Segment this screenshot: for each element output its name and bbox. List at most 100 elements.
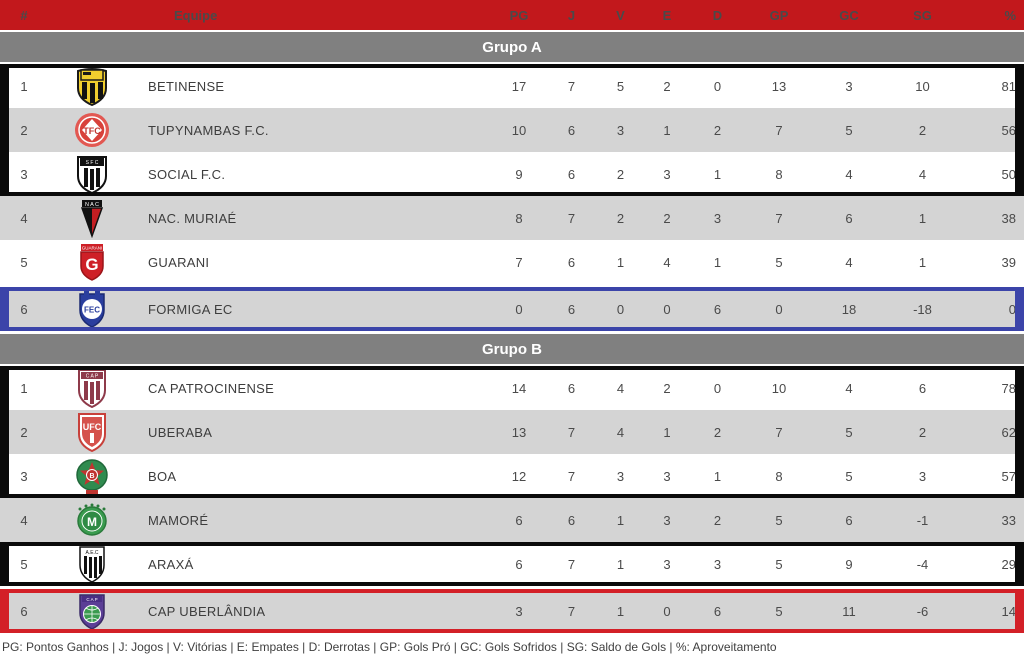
pct-cell: 0: [1008, 301, 1016, 317]
points-cell: 12: [511, 468, 527, 484]
goals-for-cell: 5: [775, 254, 783, 270]
position-cell: 3: [20, 468, 28, 484]
goals-for-cell: 7: [775, 122, 783, 138]
table-row: 6 C A P CAP UBERLÂNDIA 3 7 1 0 6 5 11 -6…: [0, 589, 1024, 633]
goal-diff-cell: -1: [916, 512, 929, 528]
goals-against-cell: 6: [845, 210, 853, 226]
goals-for-cell: 8: [775, 166, 783, 182]
team-name: CAP UBERLÂNDIA: [148, 603, 266, 619]
goals-against-cell: 5: [845, 122, 853, 138]
abbreviations-legend: PG: Pontos Ganhos | J: Jogos | V: Vitóri…: [0, 636, 1024, 654]
pct-cell: 29: [1001, 556, 1016, 572]
losses-cell: 2: [713, 122, 722, 138]
points-cell: 13: [511, 424, 527, 440]
points-cell: 6: [515, 556, 523, 572]
goals-for-cell: 10: [771, 380, 787, 396]
points-cell: 10: [511, 122, 527, 138]
draws-cell: 4: [663, 254, 671, 270]
points-cell: 17: [511, 78, 527, 94]
team-name: TUPYNAMBAS F.C.: [148, 122, 269, 138]
standings-column-header: # Equipe PG J V E D GP GC SG %: [0, 0, 1024, 30]
team-name: UBERABA: [148, 424, 213, 440]
wins-cell: 2: [616, 210, 625, 226]
points-cell: 14: [511, 380, 527, 396]
col-draws: E: [662, 7, 672, 23]
draws-cell: 2: [663, 210, 671, 226]
games-cell: 6: [567, 166, 576, 182]
goals-for-cell: 0: [775, 301, 783, 317]
points-cell: 0: [515, 301, 523, 317]
col-games: J: [567, 7, 576, 23]
svg-text:G: G: [85, 255, 98, 274]
wins-cell: 2: [616, 166, 625, 182]
group-a-highlighted-row: 6 FEC FORMIGA EC 0 6 0 0 6 0 18 -18 0: [0, 287, 1024, 331]
wins-cell: 1: [616, 254, 625, 270]
goal-diff-cell: 6: [918, 380, 927, 396]
goals-against-cell: 5: [845, 424, 853, 440]
losses-cell: 0: [713, 380, 722, 396]
pct-cell: 38: [1001, 210, 1016, 226]
losses-cell: 2: [713, 512, 722, 528]
draws-cell: 3: [663, 166, 671, 182]
games-cell: 7: [567, 424, 576, 440]
games-cell: 6: [567, 254, 576, 270]
goal-diff-cell: 2: [918, 122, 927, 138]
games-cell: 6: [567, 301, 576, 317]
table-row: 2 TFC TUPYNAMBAS F.C. 10 6 3 1 2 7 5 2 5…: [0, 108, 1024, 152]
table-row: 5 GUARANI G GUARANI 7 6 1 4 1 5 4 1 39: [0, 240, 1024, 284]
betinense-crest-icon: [48, 64, 136, 108]
pct-cell: 81: [1001, 78, 1016, 94]
group-b-row5-zone: 5 A.E.C ARAXÁ 6 7 1 3 3 5 9 -4 29: [0, 542, 1024, 586]
col-points: PG: [509, 7, 529, 23]
goals-against-cell: 5: [845, 468, 853, 484]
games-cell: 7: [567, 603, 576, 619]
goals-against-cell: 18: [841, 301, 857, 317]
draws-cell: 1: [663, 424, 671, 440]
pct-cell: 78: [1001, 380, 1016, 396]
draws-cell: 3: [663, 512, 671, 528]
col-position: #: [20, 7, 28, 23]
goal-diff-cell: -18: [913, 301, 932, 317]
svg-text:S F C: S F C: [86, 160, 99, 166]
goal-diff-cell: 1: [918, 210, 927, 226]
position-cell: 1: [20, 78, 28, 94]
team-name: CA PATROCINENSE: [148, 380, 275, 396]
svg-text:FEC: FEC: [84, 306, 100, 315]
goals-against-cell: 4: [845, 380, 853, 396]
goal-diff-cell: 10: [915, 78, 930, 94]
svg-text:UFC: UFC: [83, 422, 102, 432]
points-cell: 8: [515, 210, 523, 226]
goal-diff-cell: 4: [918, 166, 927, 182]
goals-for-cell: 7: [775, 424, 783, 440]
position-cell: 6: [20, 301, 28, 317]
svg-text:TFC: TFC: [83, 126, 101, 136]
social-crest-icon: S F C: [48, 152, 136, 196]
goals-for-cell: 5: [775, 512, 783, 528]
games-cell: 7: [567, 210, 576, 226]
pct-cell: 57: [1001, 468, 1016, 484]
games-cell: 6: [567, 380, 576, 396]
col-goal-diff: SG: [913, 7, 932, 23]
position-cell: 2: [20, 424, 28, 440]
mamore-crest-icon: M: [48, 498, 136, 542]
svg-text:M: M: [87, 515, 97, 529]
points-cell: 9: [515, 166, 523, 182]
table-row: 4 N A C NAC. MURIAÉ 8 7 2 2 3 7 6 1 38: [0, 196, 1024, 240]
wins-cell: 0: [616, 301, 625, 317]
tupynambas-crest-icon: TFC: [48, 108, 136, 152]
table-row: 1 C A P CA PATROCINENSE 14 6 4 2 0 10 4 …: [0, 366, 1024, 410]
goals-against-cell: 6: [845, 512, 853, 528]
losses-cell: 0: [713, 78, 722, 94]
col-wins: V: [616, 7, 625, 23]
col-team: Equipe: [174, 7, 218, 23]
losses-cell: 3: [713, 556, 722, 572]
svg-text:A.E.C: A.E.C: [85, 550, 98, 556]
position-cell: 6: [20, 603, 28, 619]
patrocinense-crest-icon: C A P: [48, 366, 136, 410]
losses-cell: 1: [713, 166, 722, 182]
group-b-qualification-zone: 1 C A P CA PATROCINENSE 14 6 4 2 0 10 4 …: [0, 366, 1024, 498]
col-goals-for: GP: [769, 7, 789, 23]
goal-diff-cell: -6: [916, 603, 929, 619]
group-a-header: Grupo A: [0, 32, 1024, 62]
goals-for-cell: 5: [775, 603, 783, 619]
